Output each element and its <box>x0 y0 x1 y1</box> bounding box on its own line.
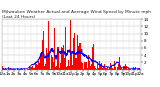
Text: Milwaukee Weather Actual and Average Wind Speed by Minute mph (Last 24 Hours): Milwaukee Weather Actual and Average Win… <box>2 10 151 19</box>
